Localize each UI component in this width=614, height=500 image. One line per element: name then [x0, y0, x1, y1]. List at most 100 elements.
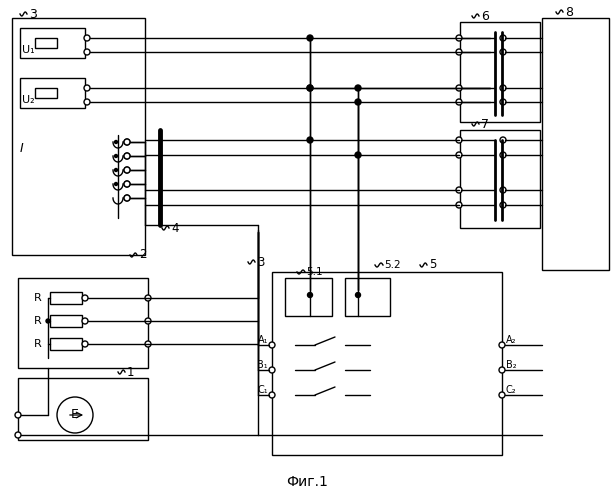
Text: 7: 7: [481, 118, 489, 130]
Circle shape: [456, 99, 462, 105]
Text: C₁: C₁: [257, 385, 268, 395]
Circle shape: [355, 99, 361, 105]
Circle shape: [356, 292, 360, 298]
Circle shape: [114, 168, 117, 172]
Circle shape: [124, 153, 130, 159]
Circle shape: [46, 319, 50, 323]
Circle shape: [114, 140, 117, 143]
Bar: [460, 22, 540, 122]
Circle shape: [57, 397, 93, 433]
Circle shape: [114, 154, 117, 158]
Bar: [35, 38, 57, 48]
Circle shape: [269, 392, 275, 398]
Bar: [272, 272, 502, 455]
Circle shape: [500, 202, 506, 208]
Circle shape: [456, 202, 462, 208]
Circle shape: [82, 318, 88, 324]
Circle shape: [456, 187, 462, 193]
Text: E: E: [71, 408, 79, 422]
Circle shape: [84, 49, 90, 55]
Text: 3: 3: [29, 8, 37, 20]
Circle shape: [269, 367, 275, 373]
Bar: [50, 338, 82, 350]
Circle shape: [456, 85, 462, 91]
Text: I: I: [20, 142, 24, 154]
Circle shape: [82, 295, 88, 301]
Circle shape: [124, 167, 130, 173]
Text: 5.1: 5.1: [306, 267, 322, 277]
Circle shape: [145, 341, 151, 347]
Bar: [50, 315, 82, 327]
Circle shape: [15, 432, 21, 438]
Circle shape: [82, 341, 88, 347]
Circle shape: [145, 318, 151, 324]
Circle shape: [500, 187, 506, 193]
Circle shape: [456, 137, 462, 143]
Circle shape: [114, 182, 117, 186]
Circle shape: [124, 139, 130, 145]
Bar: [20, 28, 85, 58]
Text: B₂: B₂: [506, 360, 516, 370]
Circle shape: [124, 181, 130, 187]
Circle shape: [124, 195, 130, 201]
Bar: [285, 278, 332, 316]
Text: U₂: U₂: [21, 95, 34, 105]
Circle shape: [84, 99, 90, 105]
Text: 5: 5: [429, 258, 437, 272]
Circle shape: [124, 195, 130, 201]
Text: C₂: C₂: [506, 385, 516, 395]
Text: 1: 1: [127, 366, 134, 378]
Text: R: R: [34, 316, 42, 326]
Circle shape: [307, 85, 313, 91]
Text: R: R: [34, 339, 42, 349]
Circle shape: [500, 152, 506, 158]
Circle shape: [456, 49, 462, 55]
Circle shape: [499, 392, 505, 398]
Circle shape: [84, 85, 90, 91]
Circle shape: [308, 292, 313, 298]
Circle shape: [124, 153, 130, 159]
Text: 3: 3: [257, 256, 265, 268]
Text: 4: 4: [171, 222, 179, 234]
Bar: [35, 88, 57, 98]
Circle shape: [124, 139, 130, 145]
Bar: [345, 278, 390, 316]
Text: R: R: [34, 293, 42, 303]
Circle shape: [499, 342, 505, 348]
Text: U₁: U₁: [21, 45, 34, 55]
Text: A₁: A₁: [257, 335, 268, 345]
Circle shape: [456, 152, 462, 158]
Text: 6: 6: [481, 10, 489, 22]
Bar: [20, 78, 85, 108]
Text: 8: 8: [565, 6, 573, 18]
Circle shape: [307, 35, 313, 41]
Bar: [12, 18, 145, 255]
Bar: [542, 18, 609, 270]
Circle shape: [500, 35, 506, 41]
Circle shape: [500, 49, 506, 55]
Circle shape: [355, 85, 361, 91]
Text: B₁: B₁: [257, 360, 268, 370]
Circle shape: [499, 367, 505, 373]
Circle shape: [307, 137, 313, 143]
Text: 5.2: 5.2: [384, 260, 400, 270]
Circle shape: [124, 181, 130, 187]
Circle shape: [145, 295, 151, 301]
Circle shape: [307, 85, 313, 91]
Circle shape: [500, 85, 506, 91]
Text: Фиг.1: Фиг.1: [286, 475, 328, 489]
Bar: [50, 292, 82, 304]
Circle shape: [456, 35, 462, 41]
Circle shape: [355, 152, 361, 158]
Bar: [460, 130, 540, 228]
Bar: [18, 378, 148, 440]
Text: 2: 2: [139, 248, 147, 262]
Circle shape: [269, 342, 275, 348]
Text: A₂: A₂: [506, 335, 516, 345]
Circle shape: [500, 137, 506, 143]
Circle shape: [84, 35, 90, 41]
Circle shape: [124, 167, 130, 173]
Bar: [18, 278, 148, 368]
Circle shape: [15, 412, 21, 418]
Circle shape: [500, 99, 506, 105]
